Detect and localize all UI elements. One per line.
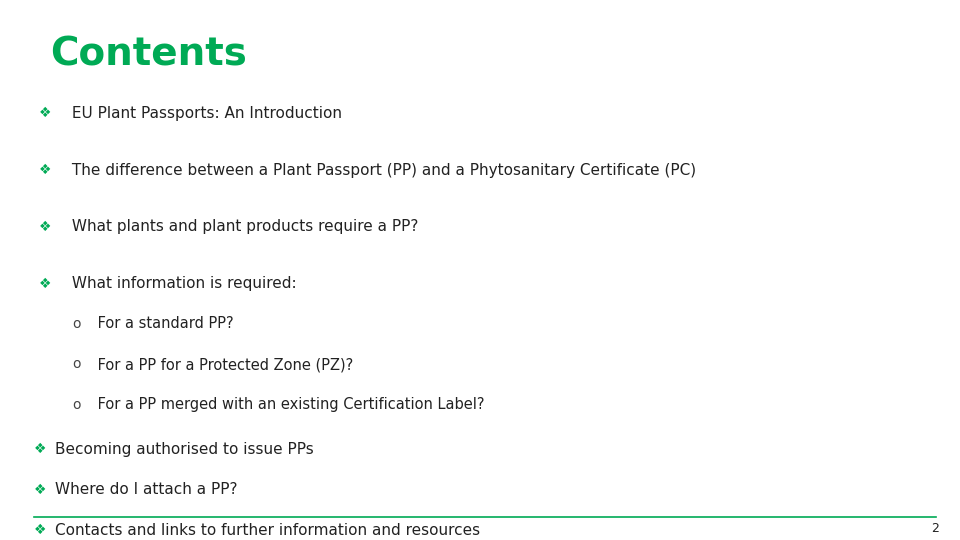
Text: Becoming authorised to issue PPs: Becoming authorised to issue PPs (55, 442, 314, 457)
Text: For a PP merged with an existing Certification Label?: For a PP merged with an existing Certifi… (93, 397, 485, 413)
Text: EU Plant Passports: An Introduction: EU Plant Passports: An Introduction (67, 106, 342, 121)
Text: Where do I attach a PP?: Where do I attach a PP? (55, 482, 237, 497)
Text: ❖: ❖ (34, 523, 46, 537)
Text: For a standard PP?: For a standard PP? (93, 316, 233, 332)
Text: ❖: ❖ (38, 276, 51, 291)
Text: ❖: ❖ (38, 220, 51, 234)
Text: The difference between a Plant Passport (PP) and a Phytosanitary Certificate (PC: The difference between a Plant Passport … (67, 163, 696, 178)
Text: 2: 2 (931, 522, 939, 535)
Text: ❖: ❖ (38, 163, 51, 177)
Text: ❖: ❖ (38, 106, 51, 120)
Text: o: o (72, 317, 81, 331)
Text: o: o (72, 357, 81, 372)
Text: Contacts and links to further information and resources: Contacts and links to further informatio… (55, 523, 480, 538)
Text: ❖: ❖ (34, 442, 46, 456)
Text: Contents: Contents (50, 35, 247, 73)
Text: For a PP for a Protected Zone (PZ)?: For a PP for a Protected Zone (PZ)? (93, 357, 353, 372)
Text: ❖: ❖ (34, 483, 46, 497)
Text: o: o (72, 398, 81, 412)
Text: What plants and plant products require a PP?: What plants and plant products require a… (67, 219, 419, 234)
Text: What information is required:: What information is required: (67, 276, 297, 291)
